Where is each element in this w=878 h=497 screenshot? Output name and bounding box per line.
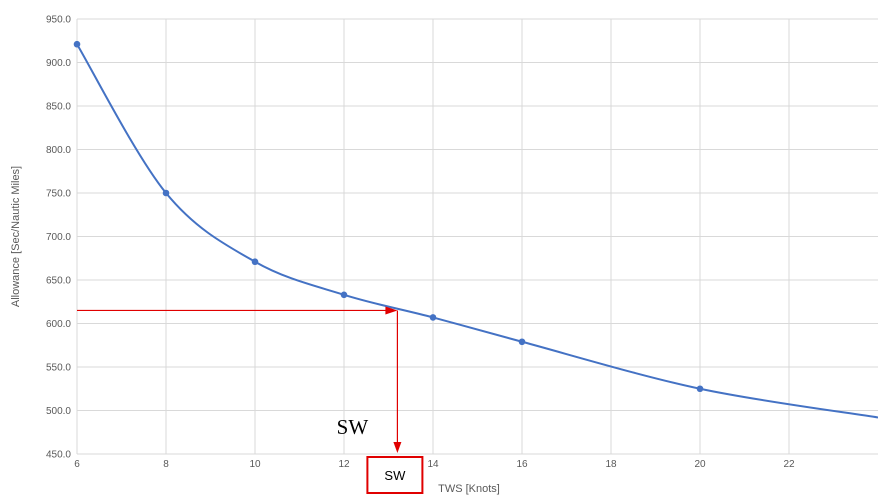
y-tick-label: 850.0	[46, 102, 71, 113]
x-tick-label: 12	[338, 459, 350, 470]
y-tick-label: 650.0	[46, 276, 71, 287]
x-tick-label: 22	[783, 459, 795, 470]
x-axis-tick-labels: 6 8 10 12 14 16 18 20 22	[74, 459, 795, 470]
annotation-horizontal-arrowhead	[385, 306, 398, 315]
y-axis-tick-labels: 450.0 500.0 550.0 600.0 650.0 700.0 750.0 800.0…	[46, 15, 71, 461]
data-point	[340, 291, 348, 299]
x-tick-label: 10	[249, 459, 261, 470]
data-point	[162, 189, 170, 197]
data-points	[73, 40, 704, 393]
x-tick-label: 16	[516, 459, 528, 470]
y-axis-title: Allowance [Sec/Nautic Miles]	[10, 166, 22, 307]
y-tick-label: 550.0	[46, 363, 71, 374]
annotation-sw-label: SW	[337, 415, 369, 439]
gridlines	[76, 18, 878, 455]
x-tick-label: 6	[74, 459, 80, 470]
series-line	[76, 43, 878, 419]
x-axis-title: TWS [Knots]	[438, 483, 500, 495]
y-tick-label: 900.0	[46, 58, 71, 69]
sw-annotation: SW SW	[77, 306, 424, 494]
annotation-sw-box	[366, 456, 424, 494]
annotation-sw-box-label: SW	[384, 468, 406, 483]
x-tick-label: 20	[694, 459, 706, 470]
y-tick-label: 750.0	[46, 189, 71, 200]
annotation-vertical-arrowhead	[393, 442, 402, 453]
y-tick-label: 800.0	[46, 145, 71, 156]
y-tick-label: 600.0	[46, 319, 71, 330]
y-tick-label: 950.0	[46, 15, 71, 26]
x-tick-label: 8	[163, 459, 169, 470]
y-tick-label: 700.0	[46, 232, 71, 243]
x-tick-label: 14	[427, 459, 439, 470]
data-point	[518, 338, 526, 346]
y-tick-label: 450.0	[46, 450, 71, 461]
data-point	[696, 385, 704, 393]
data-point	[251, 258, 259, 266]
y-tick-label: 500.0	[46, 406, 71, 417]
data-point	[73, 40, 81, 48]
data-point	[429, 314, 437, 321]
x-tick-label: 18	[605, 459, 617, 470]
